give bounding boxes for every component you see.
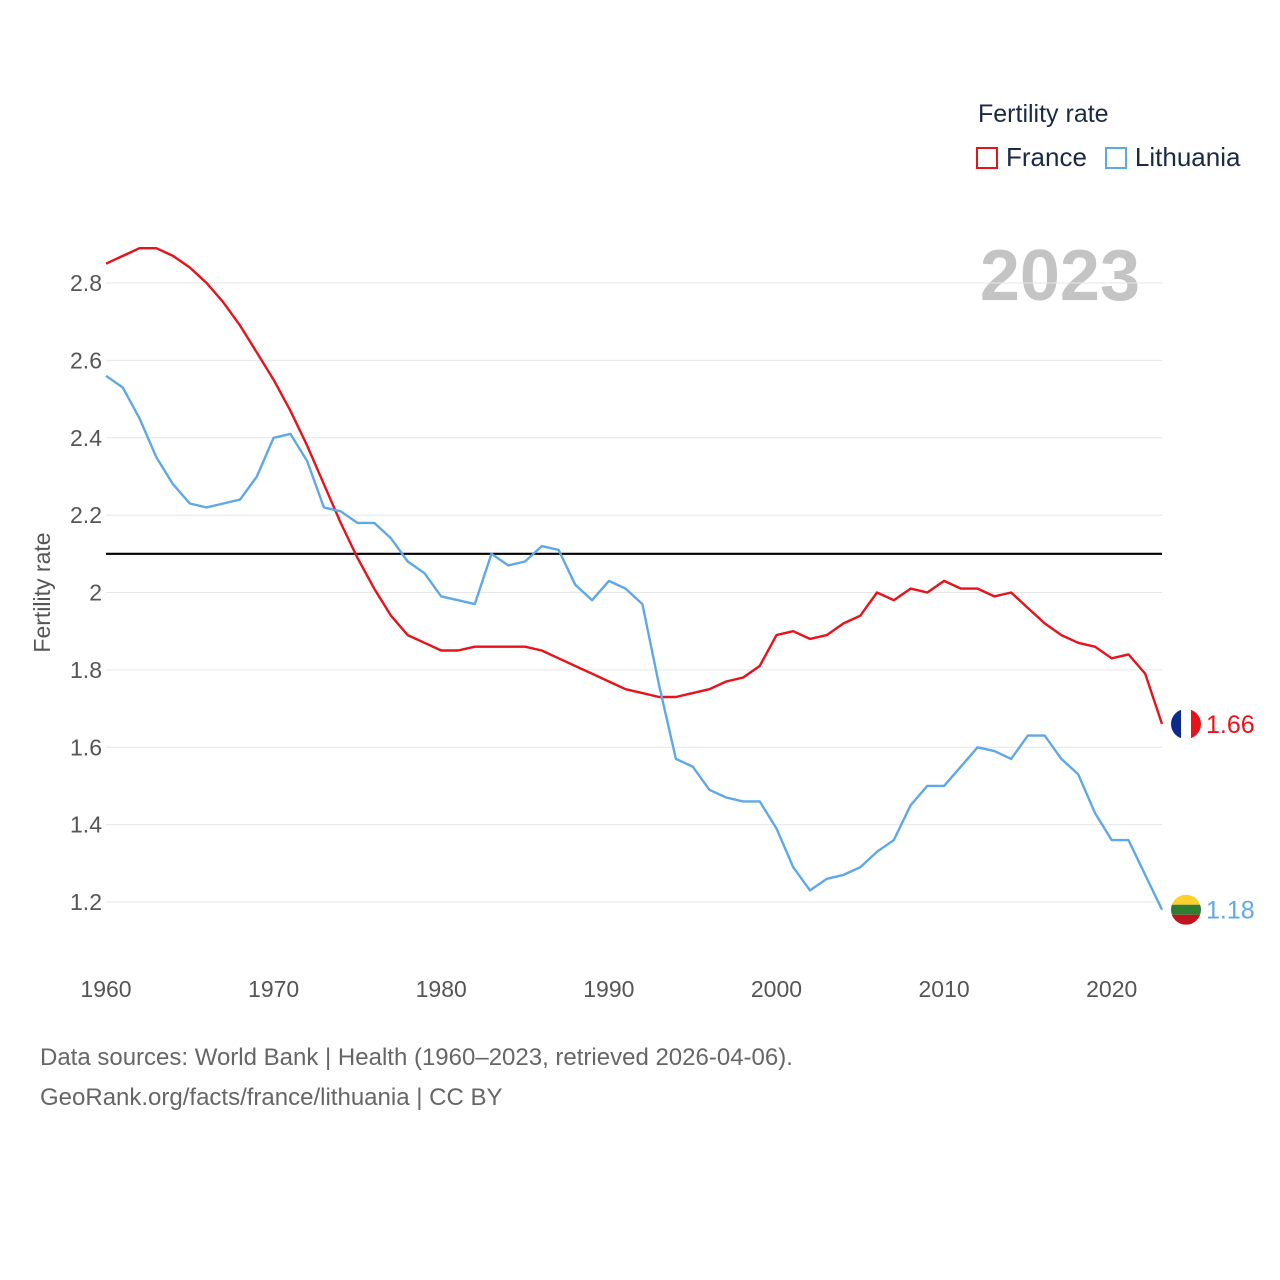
y-tick-label: 2.4 — [70, 425, 102, 451]
france-flag-icon — [1171, 709, 1201, 740]
end-value-label-lithuania: 1.18 — [1206, 897, 1255, 925]
y-tick-label: 1.2 — [70, 889, 102, 915]
y-tick-label: 1.4 — [70, 812, 102, 838]
footer-attribution[interactable]: GeoRank.org/facts/france/lithuania | CC … — [40, 1084, 503, 1111]
lithuania-flag-icon — [1171, 894, 1201, 925]
y-tick-label: 2 — [89, 580, 102, 606]
legend-item-france[interactable]: France — [976, 142, 1087, 173]
x-tick-label: 1970 — [248, 976, 299, 1002]
x-tick-label: 2020 — [1086, 976, 1137, 1002]
series-line-lithuania — [105, 374, 1164, 911]
year-watermark: 2023 — [980, 236, 1140, 316]
y-tick-label: 2.8 — [70, 270, 102, 296]
legend-title: Fertility rate — [978, 100, 1109, 128]
legend: France Lithuania — [976, 142, 1258, 173]
x-tick-label: 1960 — [80, 976, 131, 1002]
y-axis-title: Fertility rate — [29, 532, 55, 652]
x-tick-label: 1980 — [416, 976, 467, 1002]
series-line-france — [105, 246, 1164, 725]
legend-label-france: France — [1006, 142, 1087, 172]
legend-item-lithuania[interactable]: Lithuania — [1104, 142, 1241, 173]
legend-swatch-lithuania — [1104, 146, 1127, 169]
x-tick-label: 1990 — [583, 976, 634, 1002]
y-tick-label: 1.6 — [70, 734, 102, 760]
y-tick-label: 2.2 — [70, 502, 102, 528]
x-tick-label: 2000 — [751, 976, 802, 1002]
y-tick-label: 1.8 — [70, 657, 102, 683]
legend-label-lithuania: Lithuania — [1134, 142, 1241, 172]
y-tick-label: 2.6 — [70, 347, 102, 373]
footer-sources: Data sources: World Bank | Health (1960–… — [40, 1044, 793, 1071]
legend-swatch-france — [976, 146, 998, 169]
x-tick-label: 2010 — [919, 976, 970, 1002]
end-value-label-france: 1.66 — [1206, 711, 1255, 739]
